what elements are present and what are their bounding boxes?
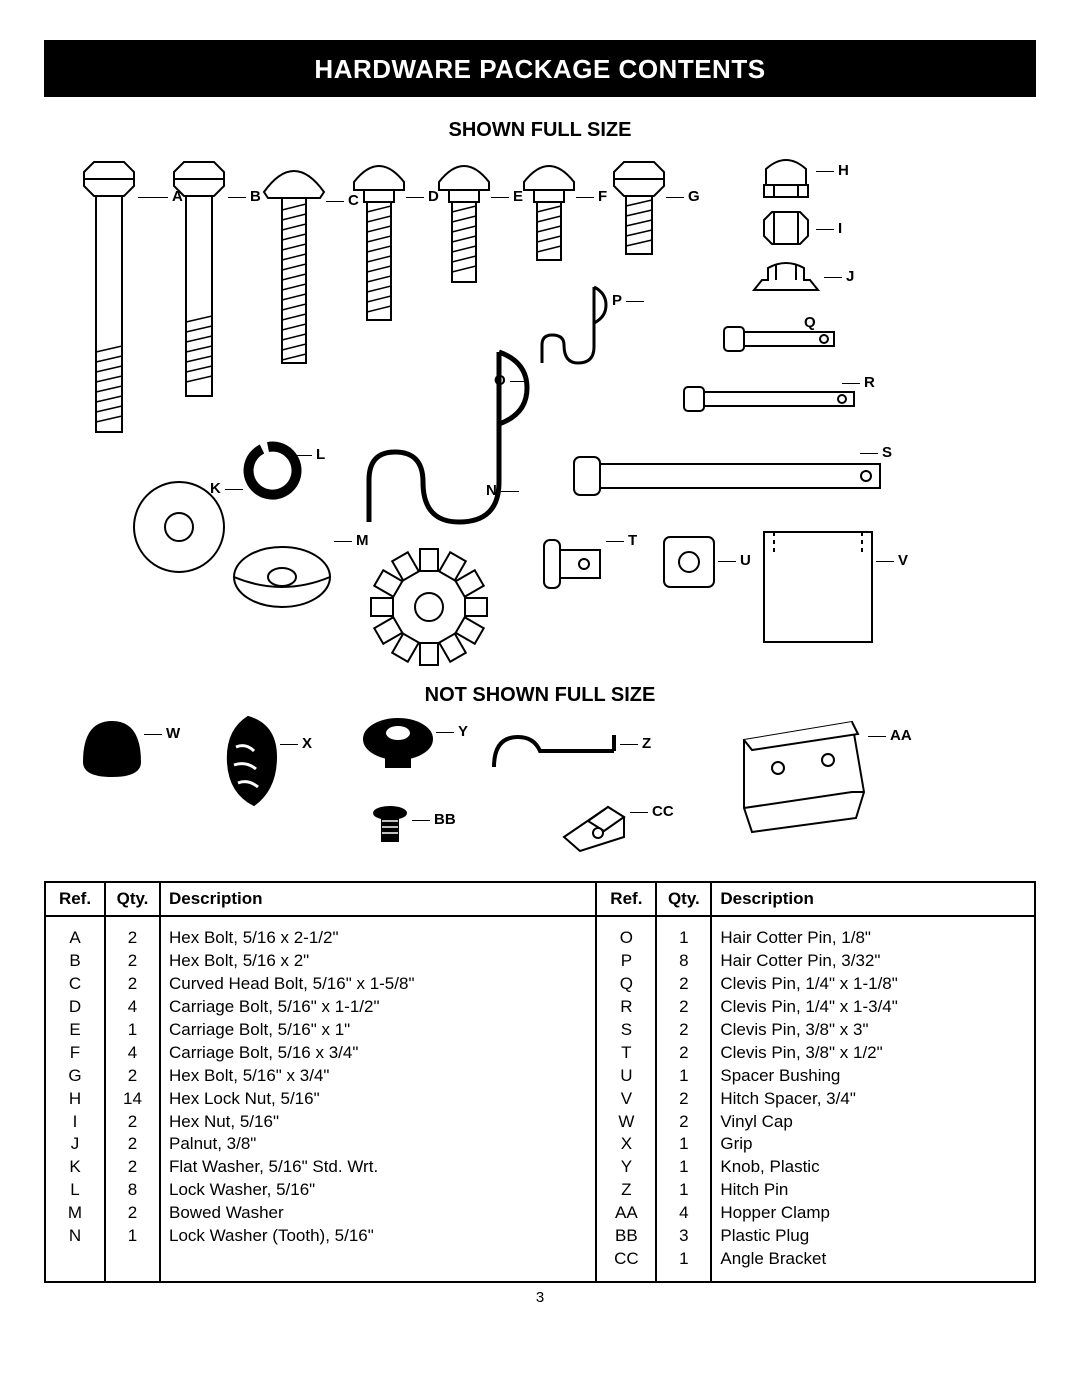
label-P: P xyxy=(612,292,622,309)
table-row: K2Flat Washer, 5/16" Std. Wrt.Y1Knob, Pl… xyxy=(45,1156,1035,1179)
diagram-not-full-size: W X Y Z AA BB CC xyxy=(44,717,1036,867)
label-U: U xyxy=(740,552,751,569)
col-qty: Qty. xyxy=(105,882,160,916)
table-row: G2Hex Bolt, 5/16" x 3/4"U1Spacer Bushing xyxy=(45,1065,1035,1088)
table-row: H14Hex Lock Nut, 5/16"V2Hitch Spacer, 3/… xyxy=(45,1088,1035,1111)
diagram-full-size: A B C D E F G H I J K L M N O P Q R S T … xyxy=(44,152,1036,662)
label-CC: CC xyxy=(652,803,674,820)
label-Z: Z xyxy=(642,735,651,752)
label-T: T xyxy=(628,532,637,549)
label-M: M xyxy=(356,532,369,549)
label-N: N xyxy=(486,482,497,499)
label-AA: AA xyxy=(890,727,912,744)
label-K: K xyxy=(210,480,221,497)
label-J: J xyxy=(846,268,854,285)
col-qty-2: Qty. xyxy=(656,882,711,916)
label-BB: BB xyxy=(434,811,456,828)
label-I: I xyxy=(838,220,842,237)
label-R: R xyxy=(864,374,875,391)
label-G: G xyxy=(688,188,700,205)
label-H: H xyxy=(838,162,849,179)
label-L: L xyxy=(316,446,325,463)
table-row: I2Hex Nut, 5/16"W2Vinyl Cap xyxy=(45,1111,1035,1134)
label-V: V xyxy=(898,552,908,569)
label-Y: Y xyxy=(458,723,468,740)
col-desc-2: Description xyxy=(711,882,1035,916)
col-ref-2: Ref. xyxy=(596,882,656,916)
label-Q: Q xyxy=(804,314,816,331)
col-desc: Description xyxy=(160,882,596,916)
page-number: 3 xyxy=(44,1289,1036,1306)
table-row: E1Carriage Bolt, 5/16" x 1"S2Clevis Pin,… xyxy=(45,1019,1035,1042)
col-ref: Ref. xyxy=(45,882,105,916)
label-F: F xyxy=(598,188,607,205)
table-row: M2Bowed WasherAA4Hopper Clamp xyxy=(45,1202,1035,1225)
table-row: B2Hex Bolt, 5/16 x 2"P8Hair Cotter Pin, … xyxy=(45,950,1035,973)
parts-table: Ref. Qty. Description Ref. Qty. Descript… xyxy=(44,881,1036,1283)
label-S: S xyxy=(882,444,892,461)
label-B: B xyxy=(250,188,261,205)
section-heading-full: Shown Full Size xyxy=(44,119,1036,142)
label-D: D xyxy=(428,188,439,205)
label-X: X xyxy=(302,735,312,752)
table-row: J2Palnut, 3/8"X1Grip xyxy=(45,1133,1035,1156)
table-row: F4Carriage Bolt, 5/16 x 3/4"T2Clevis Pin… xyxy=(45,1042,1035,1065)
label-A: A xyxy=(172,188,183,205)
table-row: A2Hex Bolt, 5/16 x 2-1/2"O1Hair Cotter P… xyxy=(45,916,1035,950)
table-row: CC1Angle Bracket xyxy=(45,1248,1035,1282)
label-E: E xyxy=(513,188,523,205)
table-row: L8Lock Washer, 5/16"Z1Hitch Pin xyxy=(45,1179,1035,1202)
table-row: D4Carriage Bolt, 5/16" x 1-1/2"R2Clevis … xyxy=(45,996,1035,1019)
label-C: C xyxy=(348,192,359,209)
label-O: O xyxy=(494,372,506,389)
page-title: Hardware Package Contents xyxy=(44,40,1036,97)
table-row: N1Lock Washer (Tooth), 5/16"BB3Plastic P… xyxy=(45,1225,1035,1248)
table-row: C2Curved Head Bolt, 5/16" x 1-5/8"Q2Clev… xyxy=(45,973,1035,996)
section-heading-notfull: Not Shown Full Size xyxy=(44,684,1036,707)
label-W: W xyxy=(166,725,180,742)
